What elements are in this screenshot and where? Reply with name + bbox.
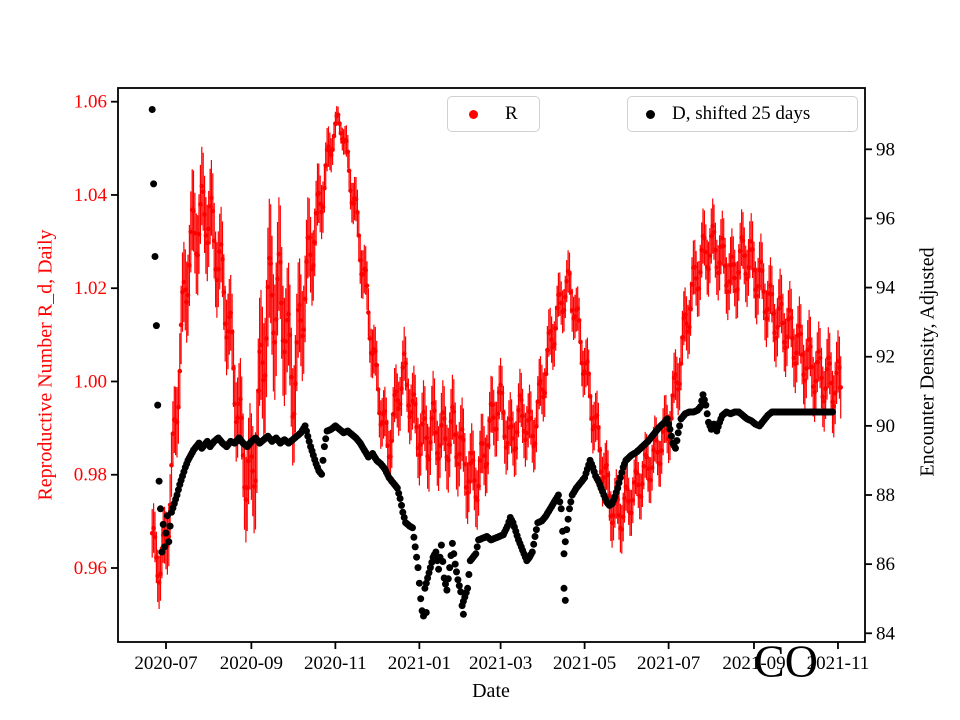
d-outlier-dot: [560, 584, 568, 592]
y-right-tick-label: 92: [876, 347, 895, 368]
y-left-tick-label: 1.02: [74, 278, 107, 299]
x-tick-label: 2020-09: [220, 653, 283, 674]
y-left-tick-label: 1.06: [74, 92, 107, 113]
y-right-tick-label: 90: [876, 416, 895, 437]
r-errorbars: [151, 106, 842, 609]
y-left-tick-label: 1.04: [74, 185, 108, 206]
y-right-tick-label: 86: [876, 554, 895, 575]
legend-label-d: D, shifted 25 days: [672, 103, 811, 124]
y-right-tick-label: 88: [876, 485, 895, 506]
black-dot-marker-icon: [646, 109, 655, 119]
y-left-ticks: 0.96 0.98 1.00 1.02 1.04 1.06: [74, 92, 118, 579]
series-r: [149, 106, 843, 609]
d-outlier-dot: [459, 610, 467, 618]
series-d: [148, 106, 836, 620]
y-right-tick-label: 94: [876, 278, 896, 299]
x-tick-label: 2020-11: [304, 653, 367, 674]
y-axis-label-left: Reproductive Number R_d, Daily: [34, 229, 57, 501]
state-annotation: CO: [754, 635, 818, 687]
plot-spines: [117, 87, 866, 643]
legend-label-r: R: [505, 103, 518, 124]
d-outlier-dot: [561, 596, 569, 604]
x-tick-label: 2021-09: [722, 653, 785, 674]
x-tick-label: 2021-03: [469, 653, 532, 674]
y-left-tick-label: 0.96: [74, 558, 107, 579]
y-right-tick-label: 84: [876, 623, 896, 644]
legend-box-d[interactable]: D, shifted 25 days: [627, 96, 858, 132]
x-tick-label: 2021-07: [637, 653, 700, 674]
data-layer: [148, 106, 843, 620]
x-axis-ticks: 2020-07 2020-09 2020-11 2021-01 2021-03 2021-…: [134, 642, 869, 674]
x-tick-label: 2021-05: [553, 653, 616, 674]
red-dot-marker-icon: [469, 109, 478, 119]
x-axis-label: Date: [472, 680, 510, 702]
y-left-tick-label: 1.00: [74, 371, 107, 392]
y-right-tick-label: 98: [876, 139, 895, 160]
y-axis-label-right: Encounter Density, Adjusted: [916, 247, 939, 477]
legend-box-r[interactable]: R: [447, 96, 540, 132]
x-tick-label: 2021-01: [388, 653, 451, 674]
d-outlier-dot: [422, 609, 430, 616]
x-tick-label: 2020-07: [134, 653, 197, 674]
x-tick-label: 2021-11: [807, 653, 870, 674]
y-right-tick-label: 96: [876, 208, 895, 229]
y-left-tick-label: 0.98: [74, 465, 107, 486]
y-right-ticks: 84 86 88 90 92 94 96 98: [865, 139, 896, 644]
